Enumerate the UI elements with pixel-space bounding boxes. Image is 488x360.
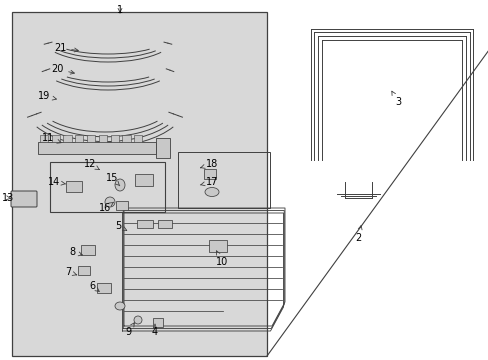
Text: 7: 7 xyxy=(65,267,77,277)
Bar xyxy=(116,201,128,210)
Text: 4: 4 xyxy=(152,324,158,337)
Bar xyxy=(99,135,107,142)
Text: 16: 16 xyxy=(99,202,114,213)
Bar xyxy=(137,220,153,228)
Bar xyxy=(153,318,163,327)
Bar xyxy=(178,152,269,208)
Text: 10: 10 xyxy=(215,251,228,267)
Text: 5: 5 xyxy=(115,221,126,231)
Bar xyxy=(12,12,266,356)
Text: 15: 15 xyxy=(105,173,120,186)
Bar xyxy=(135,174,153,186)
Ellipse shape xyxy=(204,188,219,197)
Bar xyxy=(203,169,216,179)
Bar xyxy=(75,135,83,142)
Text: 2: 2 xyxy=(354,226,361,243)
Bar xyxy=(51,135,60,142)
Bar xyxy=(38,142,156,154)
Bar xyxy=(50,162,164,212)
Text: 11: 11 xyxy=(42,133,61,143)
Bar xyxy=(156,138,170,158)
Bar xyxy=(110,135,119,142)
Bar xyxy=(63,135,71,142)
Text: 20: 20 xyxy=(51,64,74,74)
Ellipse shape xyxy=(115,179,125,191)
Bar xyxy=(134,135,142,142)
Text: 8: 8 xyxy=(69,247,82,257)
Bar xyxy=(87,135,95,142)
Text: 21: 21 xyxy=(54,43,78,53)
Bar xyxy=(78,266,90,274)
Text: 18: 18 xyxy=(200,159,218,169)
Bar xyxy=(208,240,226,252)
Text: 3: 3 xyxy=(391,91,400,107)
Bar xyxy=(97,283,111,293)
Ellipse shape xyxy=(105,197,115,207)
Text: 19: 19 xyxy=(38,91,56,101)
Text: 14: 14 xyxy=(48,177,65,187)
Bar xyxy=(66,180,82,192)
FancyBboxPatch shape xyxy=(11,191,37,207)
Text: 13: 13 xyxy=(2,193,14,203)
Text: 17: 17 xyxy=(200,177,218,187)
Text: 6: 6 xyxy=(89,281,99,292)
Bar xyxy=(81,245,95,255)
Text: 1: 1 xyxy=(117,5,123,15)
Ellipse shape xyxy=(115,302,125,310)
Bar xyxy=(158,220,172,228)
Bar xyxy=(40,135,48,142)
Bar xyxy=(122,135,130,142)
Text: 12: 12 xyxy=(83,159,99,170)
Text: 9: 9 xyxy=(124,323,134,337)
Ellipse shape xyxy=(134,316,142,324)
